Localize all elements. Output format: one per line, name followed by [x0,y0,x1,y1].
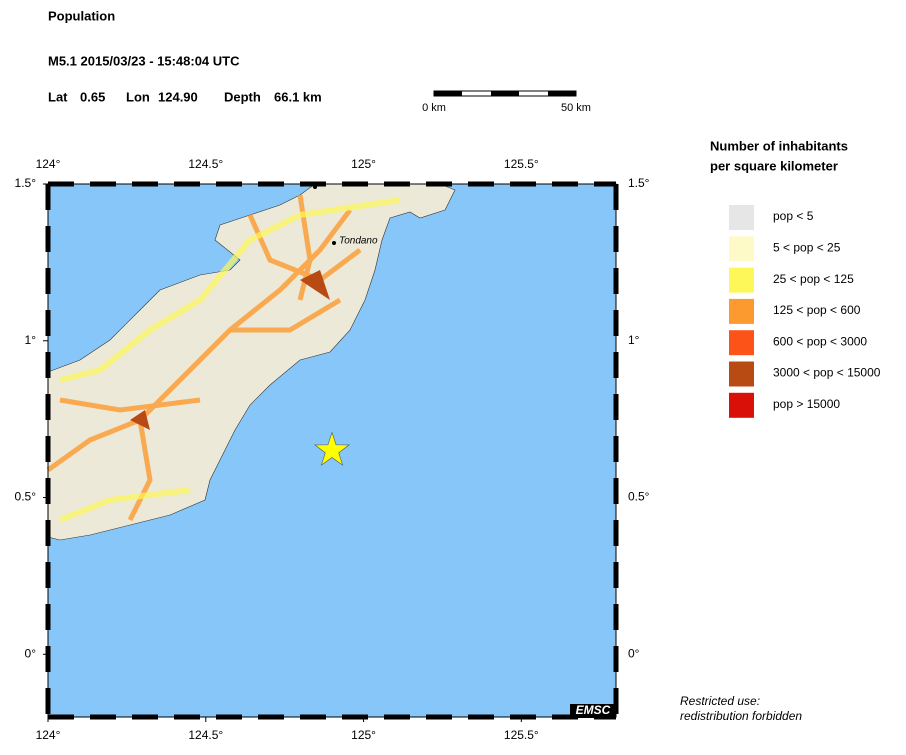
credit: EMSC [576,703,611,717]
y-tick-label-right: 1° [628,333,640,347]
y-tick-label-right: 1.5° [628,176,650,190]
legend-swatch [729,330,754,356]
y-tick-label-left: 0.5° [15,490,37,504]
land [46,183,456,541]
y-tick-label-left: 1.5° [15,176,37,190]
legend-label: 3000 < pop < 15000 [773,366,881,380]
scale-end: 50 km [561,102,591,114]
y-tick-label-left: 1° [25,333,37,347]
legend-title-1: Number of inhabitants [710,138,848,153]
legend-swatch [729,361,754,387]
lon: 124.90 [158,89,198,104]
legend-label: pop < 5 [773,209,814,223]
legend-label: pop > 15000 [773,397,840,411]
lon-label: Lon [126,89,150,104]
depth-label: Depth [224,89,261,104]
title: Population [48,8,115,23]
city-label: Tondano [339,236,378,247]
scale-bar [433,90,577,97]
legend-swatch [729,392,754,418]
legend-swatch [729,298,754,324]
x-tick-label-bottom: 124.5° [188,728,223,742]
depth: 66.1 km [274,89,322,104]
y-tick-label-right: 0.5° [628,490,650,504]
y-tick-label-right: 0° [628,646,640,660]
event: M5.1 2015/03/23 - 15:48:04 UTC [48,53,240,68]
x-tick-label-bottom: 125° [351,728,376,742]
legend-label: 125 < pop < 600 [773,303,861,317]
scale-start: 0 km [422,102,446,114]
x-tick-label-top: 124.5° [188,157,223,171]
credit-box [570,704,616,718]
y-tick-label-left: 0° [25,646,37,660]
legend-label: 600 < pop < 3000 [773,334,867,348]
notice-2: redistribution forbidden [680,709,802,723]
notice-1: Restricted use: [680,694,760,708]
x-tick-label-top: 124° [36,157,61,171]
legend-swatch [729,236,754,262]
lat-label: Lat [48,89,68,104]
legend-label: 25 < pop < 125 [773,272,854,286]
x-tick-label-bottom: 124° [36,728,61,742]
x-tick-label-bottom: 125.5° [504,728,539,742]
legend-title-2: per square kilometer [710,158,838,173]
legend-label: 5 < pop < 25 [773,240,841,254]
x-tick-label-top: 125.5° [504,157,539,171]
legend-swatch [729,267,754,293]
epicenter [314,431,350,466]
x-tick-label-top: 125° [351,157,376,171]
legend-swatch [729,205,754,230]
lat: 0.65 [80,89,105,104]
